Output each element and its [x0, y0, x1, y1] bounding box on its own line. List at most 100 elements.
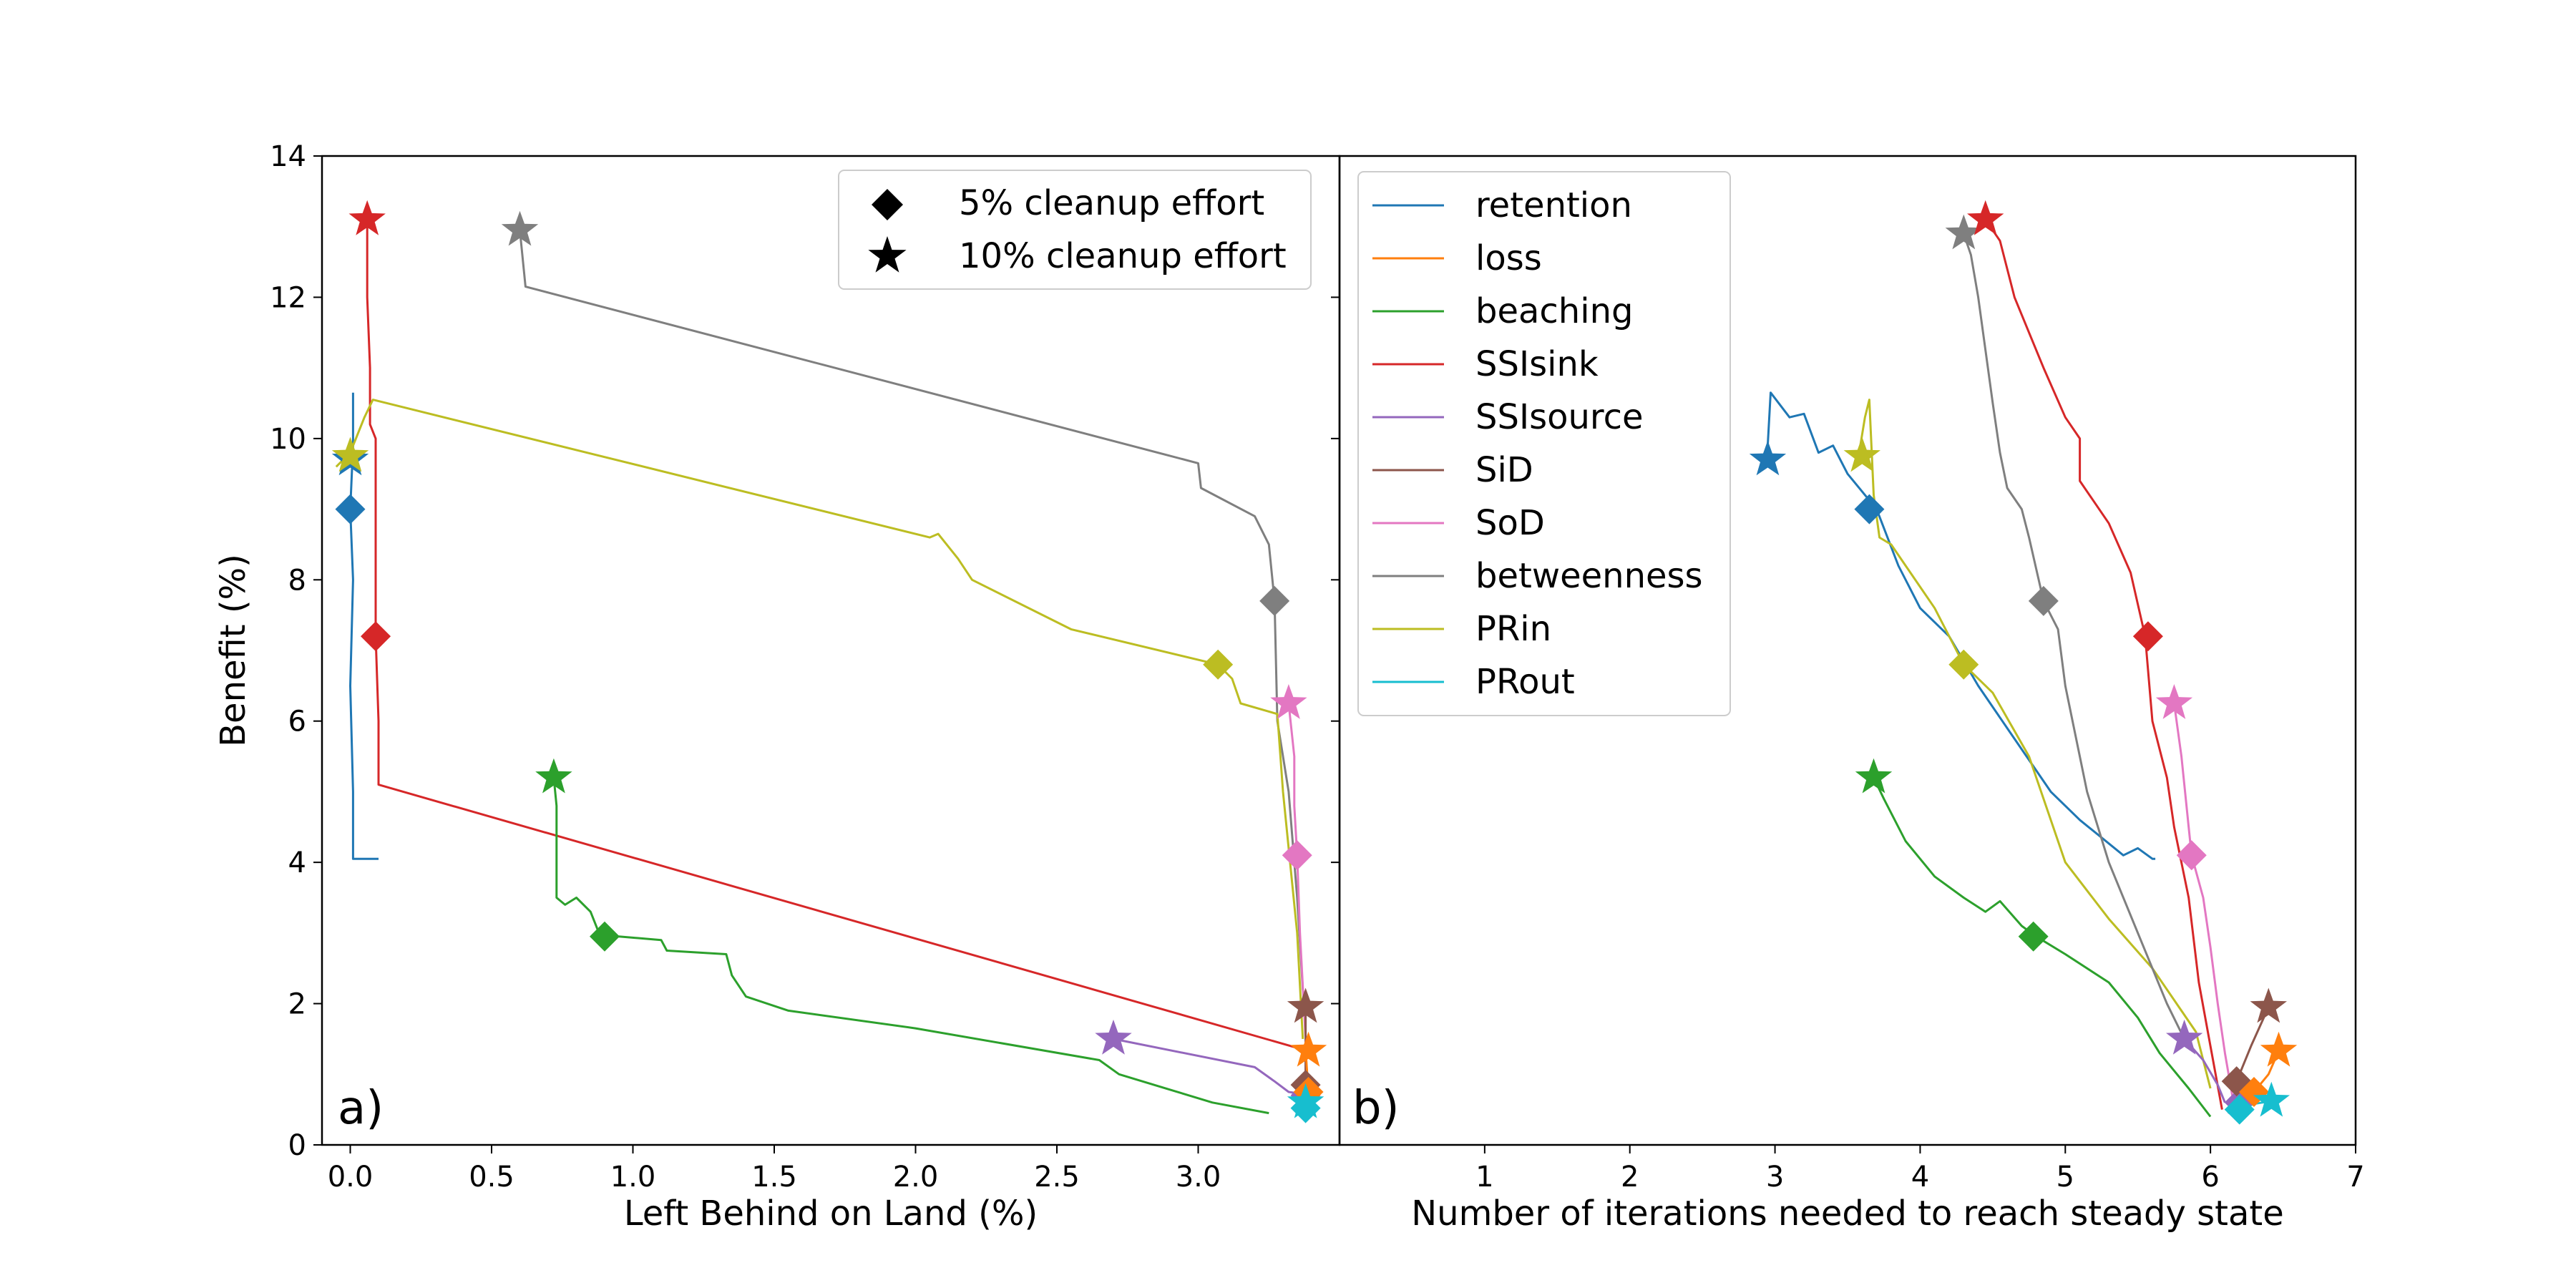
legend-label-loss: loss	[1475, 238, 1542, 278]
x-tick-label: 5	[2057, 1161, 2074, 1194]
x-tick-label: 3	[1766, 1161, 1784, 1194]
diamond-marker-sod	[1282, 840, 1312, 871]
y-tick-label: 4	[288, 847, 306, 879]
legend-label-sid: SiD	[1475, 450, 1533, 490]
panel-b-y-ticks	[1331, 155, 1340, 1146]
legend-label-ssisink: SSIsink	[1475, 344, 1599, 384]
panel-a-y-ticks: 0 2 4 6 8 10 12 14	[270, 140, 322, 1162]
star-marker-ssisink	[1967, 200, 2004, 235]
star-marker-prout	[1287, 1083, 1324, 1118]
panel-b-x-ticks: 1 2 3 4 5 6 7	[1475, 1145, 2365, 1194]
panel-b-legend-swatches	[1372, 204, 1444, 683]
legend-star-marker-icon	[868, 236, 907, 273]
series-line-sod	[2172, 703, 2234, 1096]
x-tick-label: 7	[2346, 1161, 2364, 1194]
star-marker-betweenness	[1945, 214, 1982, 250]
diamond-icon	[872, 189, 903, 220]
diamond-marker-retention	[1854, 494, 1885, 525]
star-marker-prout	[2253, 1081, 2290, 1117]
legend-label-ssisource: SSIsource	[1475, 397, 1644, 437]
diamond-marker-sod	[2176, 840, 2207, 871]
x-tick-label: 1.0	[610, 1161, 656, 1194]
panel-a-label: a)	[338, 1082, 384, 1135]
panel-a-x-axis-label: Left Behind on Land (%)	[624, 1194, 1038, 1234]
star-marker-beaching	[535, 758, 572, 794]
panel-a-legend-box	[838, 170, 1312, 290]
series-line-prin	[335, 399, 1304, 1039]
star-marker-sid	[1287, 987, 1324, 1023]
legend-10pct-label: 10% cleanup effort	[959, 236, 1287, 276]
panel-b-frame	[1338, 155, 2357, 1146]
panel-a-x-ticks: 0.0 0.5 1.0 1.5 2.0 2.5 3.0	[328, 1145, 1221, 1194]
panel-a-y-axis-label: Benefit (%)	[213, 554, 253, 747]
diamond-marker-prin	[1948, 649, 1979, 680]
series-line-ssisink	[1984, 218, 2223, 1110]
diamond-marker-beaching	[2018, 921, 2049, 952]
x-tick-label: 0.5	[469, 1161, 514, 1194]
panel-b-plot-area	[1749, 200, 2298, 1125]
star-marker-beaching	[1855, 758, 1893, 794]
y-tick-label: 8	[288, 564, 306, 597]
diamond-marker-prout	[2224, 1094, 2255, 1125]
legend-label-retention: retention	[1475, 185, 1632, 225]
legend-5pct-label: 5% cleanup effort	[959, 183, 1264, 223]
star-marker-sod	[2155, 684, 2193, 719]
y-tick-label: 6	[288, 706, 306, 738]
legend-label-sod: SoD	[1475, 503, 1545, 543]
diamond-marker-retention	[335, 494, 366, 525]
star-marker-loss	[1289, 1031, 1327, 1067]
series-line-beaching	[552, 777, 1269, 1115]
panel-b-legend: retention loss beaching SSIsink SSIsourc…	[1357, 171, 1731, 716]
x-tick-label: 2.5	[1034, 1161, 1080, 1194]
y-tick-label: 10	[270, 423, 306, 456]
series-line-retention	[1766, 391, 2156, 860]
star-icon	[868, 236, 907, 273]
diamond-marker-betweenness	[1259, 585, 1290, 616]
series-line-betweenness	[519, 230, 1307, 1008]
star-marker-prin	[331, 436, 369, 472]
series-line-beaching	[1873, 777, 2212, 1118]
legend-diamond-marker-icon	[872, 189, 903, 220]
star-marker-ssisink	[348, 200, 386, 235]
panel-b-legend-box	[1357, 171, 1731, 716]
x-tick-label: 2.0	[893, 1161, 939, 1194]
panel-b-x-axis-label: Number of iterations needed to reach ste…	[1411, 1194, 2284, 1234]
star-marker-sid	[2250, 987, 2287, 1023]
series-line-ssisink	[366, 219, 1304, 1051]
diamond-marker-beaching	[590, 921, 620, 952]
star-marker-ssisource	[1095, 1019, 1132, 1055]
y-tick-label: 0	[288, 1129, 306, 1162]
x-tick-label: 4	[1911, 1161, 1929, 1194]
x-tick-label: 3.0	[1176, 1161, 1221, 1194]
x-tick-label: 2	[1621, 1161, 1639, 1194]
legend-label-beaching: beaching	[1475, 291, 1633, 331]
star-marker-sod	[1270, 684, 1307, 719]
legend-label-prout: PRout	[1475, 662, 1575, 702]
panel-a-plot-area	[331, 200, 1327, 1123]
x-tick-label: 6	[2201, 1161, 2219, 1194]
x-tick-label: 0.0	[328, 1161, 374, 1194]
y-tick-label: 12	[270, 281, 306, 314]
y-tick-label: 14	[270, 140, 306, 173]
star-marker-ssisource	[2166, 1019, 2203, 1055]
legend-label-prin: PRin	[1475, 609, 1551, 649]
diamond-marker-betweenness	[2028, 585, 2059, 616]
y-tick-label: 2	[288, 988, 306, 1021]
diamond-marker-ssisink	[361, 621, 391, 652]
panel-a-legend: 5% cleanup effort 10% cleanup effort	[838, 170, 1312, 290]
star-marker-betweenness	[501, 210, 539, 246]
panel-b: 1 2 3 4 5 6 7 b) Number of iterations needed t…	[1331, 155, 2365, 1234]
legend-label-betweenness: betweenness	[1475, 556, 1703, 596]
x-tick-label: 1.5	[751, 1161, 797, 1194]
panel-b-label: b)	[1352, 1082, 1400, 1135]
panel-a: 0.0 0.5 1.0 1.5 2.0 2.5 3.0 0 2 4 6 8 10 12 14 a) Lef…	[213, 140, 1341, 1234]
series-line-sid	[2235, 1006, 2270, 1082]
diamond-marker-prin	[1203, 649, 1234, 680]
star-marker-prin	[1843, 436, 1880, 472]
star-marker-loss	[2260, 1031, 2298, 1067]
star-marker-retention	[1749, 440, 1787, 476]
x-tick-label: 1	[1475, 1161, 1493, 1194]
diamond-marker-ssisink	[2132, 621, 2163, 652]
series-line-prin	[1858, 399, 2212, 1089]
